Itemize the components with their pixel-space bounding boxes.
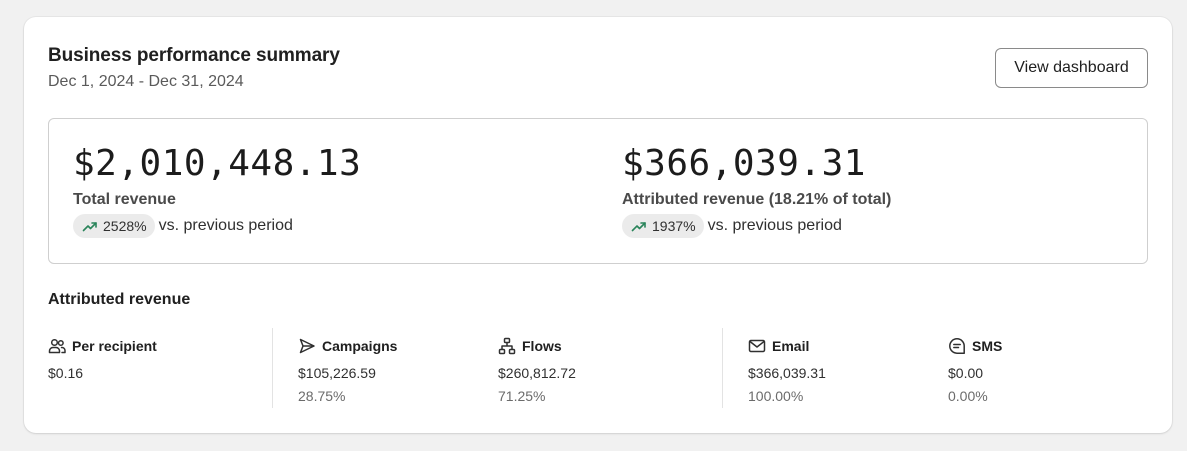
divider [722, 328, 723, 408]
performance-summary-card: Business performance summary Dec 1, 2024… [24, 17, 1172, 433]
stat-label: Flows [522, 338, 562, 354]
total-revenue-change: 2528% vs. previous period [73, 214, 361, 238]
change-badge: 2528% [73, 214, 155, 238]
stat-label: Campaigns [322, 338, 398, 354]
attributed-revenue-metric: $366,039.31 Attributed revenue (18.21% o… [622, 143, 891, 238]
stat-sms: SMS $0.00 0.00% [948, 336, 1002, 404]
stat-label: Email [772, 338, 810, 354]
sms-icon [949, 338, 965, 354]
total-revenue-value: $2,010,448.13 [73, 143, 362, 184]
change-suffix: vs. previous period [158, 217, 293, 234]
view-dashboard-button[interactable]: View dashboard [995, 48, 1148, 88]
stat-campaigns: Campaigns $105,226.59 28.75% [298, 336, 397, 404]
trend-up-icon [631, 222, 646, 232]
stat-percent: 71.25% [498, 388, 546, 404]
stat-value: $260,812.72 [498, 365, 576, 381]
date-range: Dec 1, 2024 - Dec 31, 2024 [48, 73, 244, 90]
change-suffix: vs. previous period [707, 217, 842, 234]
total-revenue-label: Total revenue [73, 191, 176, 208]
card-title: Business performance summary [48, 45, 340, 66]
stat-label: Per recipient [72, 338, 157, 354]
trend-up-icon [82, 222, 97, 232]
people-icon [48, 338, 66, 354]
stat-value: $0.00 [948, 365, 984, 381]
stat-percent: 0.00% [948, 388, 988, 404]
total-revenue-metric: $2,010,448.13 Total revenue 2528% vs. pr… [73, 143, 361, 238]
stat-percent: 100.00% [748, 388, 804, 404]
attributed-revenue-change: 1937% vs. previous period [622, 214, 891, 238]
stat-value: $0.16 [48, 365, 84, 381]
flow-icon [498, 337, 516, 355]
change-percent: 2528% [103, 218, 147, 234]
divider [272, 328, 273, 408]
send-icon [299, 338, 315, 354]
attributed-revenue-section-title: Attributed revenue [48, 291, 191, 308]
stat-per-recipient: Per recipient $0.16 [48, 336, 157, 381]
stat-percent: 28.75% [298, 388, 346, 404]
email-icon [748, 339, 766, 353]
stat-value: $366,039.31 [748, 365, 826, 381]
stat-flows: Flows $260,812.72 71.25% [498, 336, 576, 404]
stat-email: Email $366,039.31 100.00% [748, 336, 826, 404]
change-badge: 1937% [622, 214, 704, 238]
revenue-summary-box: $2,010,448.13 Total revenue 2528% vs. pr… [48, 118, 1148, 264]
attributed-revenue-label: Attributed revenue (18.21% of total) [622, 191, 892, 208]
stat-value: $105,226.59 [298, 365, 376, 381]
stat-label: SMS [972, 338, 1003, 354]
attributed-revenue-value: $366,039.31 [622, 143, 866, 184]
change-percent: 1937% [652, 218, 696, 234]
